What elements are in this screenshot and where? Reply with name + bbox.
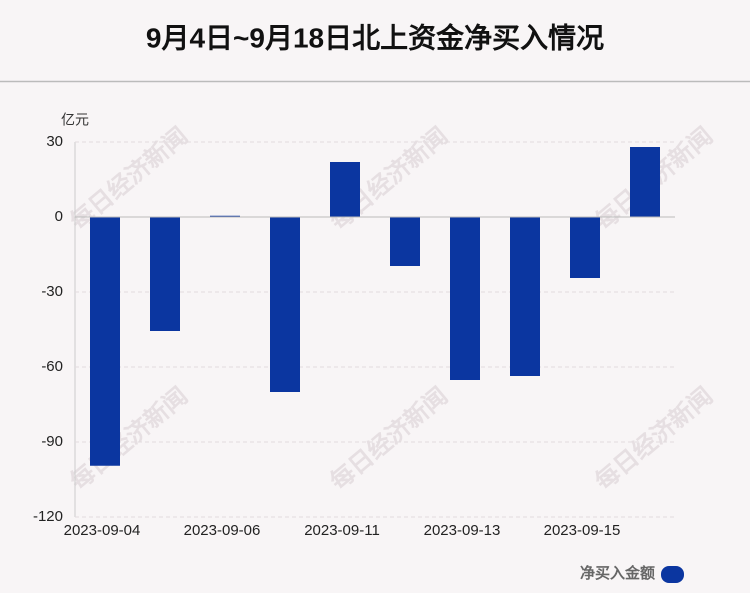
y-tick-label: -30	[41, 283, 63, 300]
bar	[510, 217, 540, 376]
x-tick-label: 2023-09-11	[304, 522, 380, 539]
x-tick-label: 2023-09-04	[64, 522, 141, 539]
bar	[210, 215, 240, 217]
y-tick-label: 30	[46, 133, 63, 150]
chart-title: 9月4日~9月18日北上资金净买入情况	[146, 21, 604, 53]
legend-swatch	[661, 566, 684, 583]
y-tick-label: 0	[55, 208, 63, 225]
x-tick-label: 2023-09-06	[184, 522, 261, 539]
bar	[390, 217, 420, 266]
y-tick-label: -90	[41, 433, 63, 450]
bar	[270, 217, 300, 392]
y-tick-label: -120	[33, 508, 63, 525]
bar	[330, 162, 360, 217]
bar	[630, 147, 660, 217]
bar	[150, 217, 180, 331]
x-tick-label: 2023-09-15	[544, 522, 621, 539]
y-tick-label: -60	[41, 358, 63, 375]
bar	[450, 217, 480, 380]
bar	[90, 217, 120, 466]
bar	[570, 217, 600, 278]
x-tick-label: 2023-09-13	[424, 522, 501, 539]
y-unit: 亿元	[61, 112, 89, 128]
legend-label: 净买入金额	[580, 564, 655, 582]
